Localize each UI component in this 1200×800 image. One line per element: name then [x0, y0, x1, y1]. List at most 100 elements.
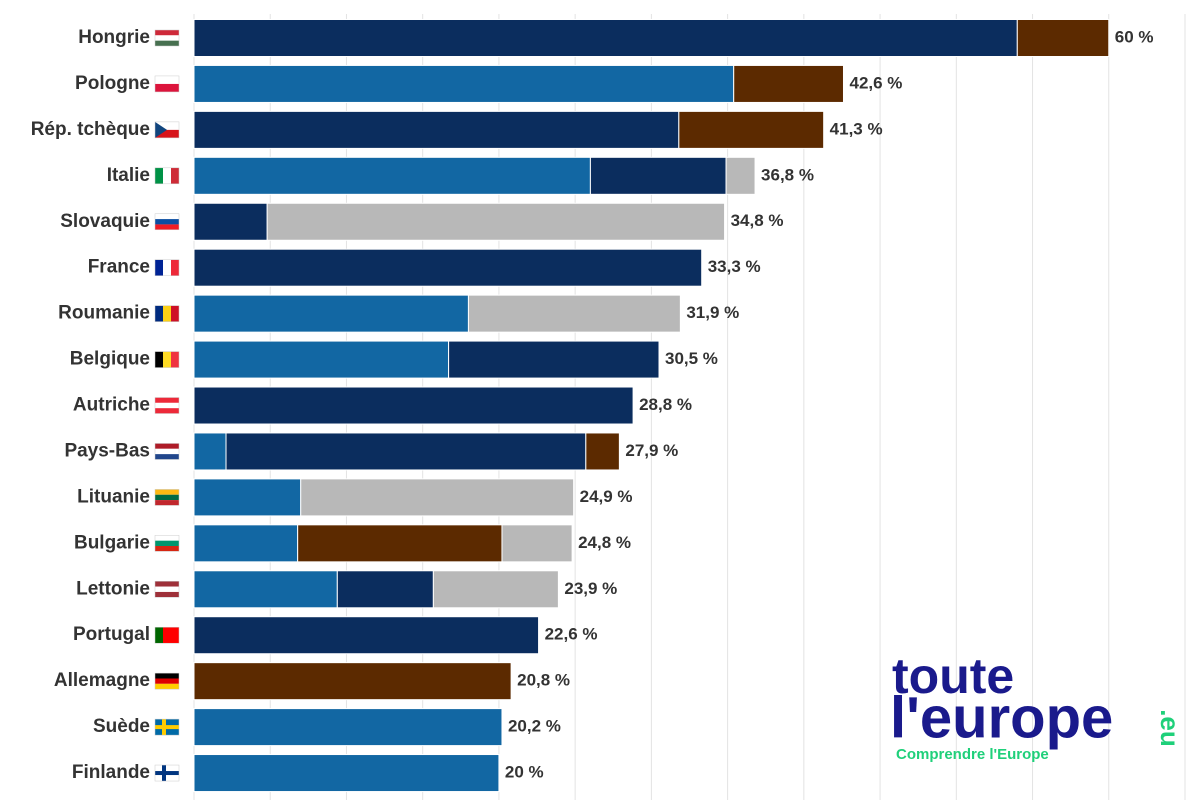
- bar-segment: [193, 570, 338, 609]
- bar-segment: [300, 478, 575, 517]
- bar-segment: [193, 156, 591, 195]
- bar-segment: [678, 110, 825, 149]
- bar-segment: [193, 386, 634, 425]
- flag-stripe: [171, 259, 179, 276]
- flag-border: [154, 213, 180, 231]
- category-label: France: [88, 257, 150, 278]
- flag-stripe: [155, 546, 179, 552]
- bar-segment: [225, 432, 587, 471]
- flag-border: [154, 397, 180, 414]
- bar-segment: [193, 202, 268, 241]
- total-label: 36,8 %: [761, 165, 814, 184]
- flag: [154, 535, 180, 552]
- flag: [154, 259, 180, 276]
- bar-segment: [725, 156, 756, 195]
- flag-stripe: [155, 30, 179, 36]
- category-label: Hongrie: [78, 27, 150, 48]
- flag-stripe: [163, 167, 171, 184]
- total-label: 20 %: [505, 763, 544, 782]
- flag: [154, 672, 180, 690]
- bar-segment: [193, 524, 299, 563]
- bar-segment: [589, 156, 727, 195]
- total-label: 33,3 %: [708, 257, 761, 276]
- flag-stripe: [155, 540, 179, 547]
- logo-suffix: .eu: [1155, 709, 1185, 747]
- bar-segment: [585, 432, 620, 471]
- bar-segment: [501, 524, 573, 563]
- flag: [154, 351, 180, 368]
- total-label: 34,8 %: [731, 211, 784, 230]
- category-label: Bulgarie: [74, 532, 150, 553]
- bar-segment: [432, 570, 559, 609]
- total-label: 20,8 %: [517, 671, 570, 690]
- flag-stripe: [155, 448, 179, 455]
- total-label: 23,9 %: [564, 579, 617, 598]
- flag-border: [154, 305, 180, 322]
- flag-stripe: [155, 489, 179, 495]
- flag-stripe: [155, 443, 179, 449]
- flag-stripe: [163, 259, 171, 276]
- category-label: Suède: [93, 716, 150, 737]
- flag-stripe: [155, 75, 179, 84]
- flag-stripe: [155, 494, 179, 501]
- flag: [154, 764, 180, 782]
- flag-stripe: [155, 500, 179, 506]
- flag-stripe: [163, 305, 171, 322]
- flag: [154, 626, 180, 644]
- flag-border: [154, 443, 180, 460]
- flag-stripe: [155, 627, 163, 644]
- flag-triangle: [155, 121, 167, 138]
- bar-segment: [193, 754, 500, 793]
- flag-stripe: [155, 305, 163, 322]
- logo: toute l'europe .eu Comprendre l'Europe: [890, 648, 1185, 763]
- flag-stripe: [155, 40, 179, 46]
- flag-stripe: [155, 121, 179, 130]
- flag-stripe: [155, 408, 179, 414]
- total-label: 30,5 %: [665, 349, 718, 368]
- flag-stripe: [155, 454, 179, 460]
- flag: [154, 29, 180, 47]
- flag: [154, 167, 180, 185]
- flag-stripe: [155, 219, 179, 225]
- flag-stripe: [171, 305, 179, 322]
- total-label: 42,6 %: [849, 73, 902, 92]
- category-label: Slovaquie: [60, 211, 150, 232]
- flag-stripe: [155, 591, 179, 598]
- flag-border: [154, 75, 180, 93]
- flag: [154, 75, 180, 93]
- flag: [154, 489, 180, 506]
- bar-segment: [193, 64, 735, 103]
- flag-cross: [155, 771, 179, 776]
- flag-border: [154, 581, 180, 598]
- flag-stripe: [155, 35, 179, 41]
- flag-stripe: [155, 213, 179, 220]
- flag-stripe: [155, 351, 163, 368]
- flag-border: [154, 626, 180, 644]
- bar-segment: [297, 524, 503, 563]
- flag-stripe: [155, 83, 179, 92]
- flag-stripe: [155, 397, 179, 403]
- category-label: Pays-Bas: [64, 440, 150, 461]
- flag-stripe: [163, 627, 171, 644]
- flag: [154, 121, 180, 139]
- bar-segment: [448, 340, 660, 379]
- category-label: Italie: [107, 165, 150, 186]
- flag-border: [154, 29, 180, 47]
- flag: [154, 397, 180, 414]
- category-label: Rép. tchèque: [31, 119, 150, 140]
- logo-line1: toute: [892, 648, 1014, 704]
- total-label: 22,6 %: [545, 625, 598, 644]
- flag: [154, 213, 180, 231]
- flag-border: [154, 489, 180, 506]
- bar-segment: [193, 432, 227, 471]
- total-label: 31,9 %: [686, 303, 739, 322]
- bar-segment: [193, 110, 680, 149]
- flag-stripe: [171, 627, 179, 644]
- bar-segment: [193, 478, 302, 517]
- flag-border: [154, 259, 180, 276]
- flag-stripe: [155, 586, 179, 592]
- bar-segment: [193, 708, 503, 747]
- bar-segment: [193, 248, 703, 287]
- bar-segment: [733, 64, 844, 103]
- flag-border: [154, 764, 180, 782]
